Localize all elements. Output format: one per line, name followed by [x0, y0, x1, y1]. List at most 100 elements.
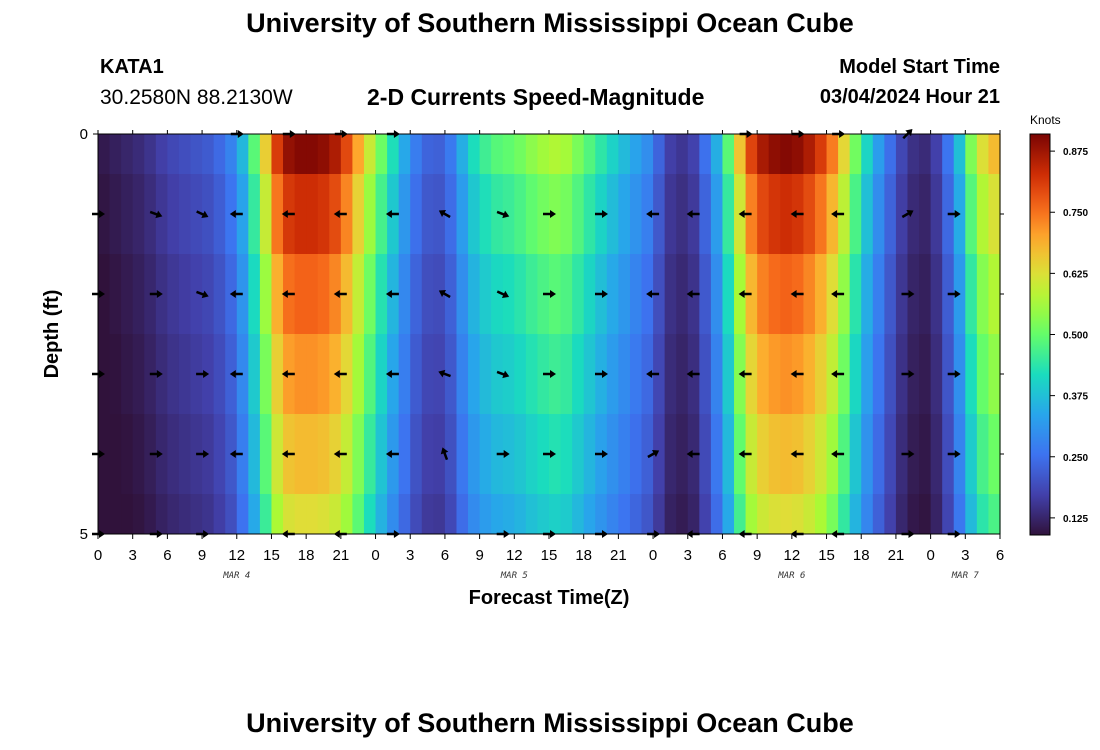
heatmap-cell	[410, 494, 423, 535]
heatmap-cell	[202, 494, 215, 535]
heatmap-cell	[745, 174, 758, 255]
current-arrow	[440, 447, 449, 461]
heatmap-cell	[433, 494, 446, 535]
heatmap-cell	[456, 414, 469, 495]
heatmap-cell	[444, 334, 458, 415]
heatmap-cell	[259, 414, 273, 495]
arrow-head	[156, 450, 163, 458]
heatmap-cell	[872, 414, 885, 495]
heatmap-cell	[248, 134, 261, 175]
arrow-head	[790, 450, 797, 458]
heatmap-cell	[930, 334, 943, 415]
heatmap-cell	[838, 174, 851, 255]
heatmap-cell	[271, 174, 284, 255]
heatmap-cell	[479, 254, 492, 335]
heatmap-cell	[178, 334, 192, 415]
heatmap-cell	[109, 134, 122, 175]
heatmap-cell	[178, 414, 192, 495]
arrow-head	[790, 290, 797, 298]
heatmap-cell	[560, 334, 573, 415]
heatmap-cell	[514, 334, 527, 415]
station-id: KATA1	[100, 56, 164, 78]
x-tick-label: 0	[649, 547, 657, 564]
colorbar-tick-label: 0.375	[1063, 392, 1088, 403]
heatmap-cell	[190, 134, 203, 175]
heatmap-cell	[965, 414, 978, 495]
arrow-head	[550, 210, 556, 218]
heatmap-cell	[306, 174, 319, 255]
arrow-head	[908, 290, 915, 298]
heatmap-cell	[236, 414, 249, 495]
heatmap-cell	[167, 174, 180, 255]
current-arrow	[385, 450, 399, 458]
heatmap-cell	[109, 494, 122, 535]
heatmap-cell	[572, 334, 585, 415]
current-arrow	[333, 210, 347, 218]
heatmap-cell	[606, 174, 619, 255]
heatmap-cell	[479, 334, 492, 415]
x-tick-label: 21	[610, 547, 627, 564]
date-label: MAR 7	[951, 571, 980, 581]
heatmap-cell	[329, 134, 342, 175]
heatmap-cell	[872, 174, 885, 255]
heatmap-cell	[340, 134, 354, 175]
heatmap-cell	[745, 494, 758, 535]
current-arrow	[686, 290, 700, 298]
heatmap-cell	[375, 414, 388, 495]
model-start-time: 03/04/2024 Hour 21	[819, 86, 1000, 108]
arrow-head	[385, 370, 392, 378]
x-tick-label: 21	[333, 547, 350, 564]
heatmap-cell	[768, 254, 781, 335]
heatmap-cell	[132, 174, 145, 255]
heatmap-cell	[514, 174, 527, 255]
current-arrow	[790, 210, 804, 218]
heatmap-cell	[872, 334, 885, 415]
arrow-head	[501, 290, 510, 299]
heatmap-cell	[306, 334, 319, 415]
heatmap-cell	[583, 134, 596, 175]
heatmap-cell	[653, 254, 666, 335]
heatmap-cell	[942, 494, 955, 535]
x-tick-label: 18	[298, 547, 315, 564]
current-arrow	[385, 290, 399, 298]
heatmap-cell	[525, 334, 539, 415]
heatmap-cell	[363, 494, 377, 535]
heatmap-cell	[884, 334, 897, 415]
current-arrow	[646, 290, 660, 298]
current-arrow	[196, 370, 210, 378]
heatmap-cell	[919, 174, 932, 255]
arrow-head	[99, 370, 105, 378]
heatmap-cell	[699, 254, 712, 335]
heatmap-cell	[838, 134, 851, 175]
arrow-head	[281, 290, 288, 298]
heatmap-cell	[502, 334, 515, 415]
heatmap-cell	[722, 134, 735, 175]
current-arrow	[947, 450, 961, 458]
heatmap-cell	[155, 134, 168, 175]
heatmap-cell	[687, 134, 700, 175]
arrow-head	[503, 450, 510, 458]
heatmap-cell	[606, 494, 619, 535]
arrow-head	[686, 290, 693, 298]
current-arrow	[229, 210, 243, 218]
heatmap-cell	[572, 414, 585, 495]
heatmap-cell	[468, 254, 481, 335]
arrow-head	[438, 210, 447, 217]
heatmap-cell	[340, 414, 354, 495]
arrow-head	[203, 450, 210, 458]
heatmap-cell	[976, 174, 990, 255]
arrow-head	[440, 447, 449, 455]
heatmap-cell	[606, 334, 619, 415]
heatmap-cell	[976, 414, 990, 495]
arrow-head	[385, 450, 392, 458]
heatmap-cell	[294, 334, 307, 415]
heatmap-cell	[549, 134, 562, 175]
heatmap-cell	[213, 414, 226, 495]
heatmap-cell	[317, 174, 330, 255]
heatmap-cell	[294, 494, 307, 535]
heatmap-cell	[884, 254, 897, 335]
heatmap-cell	[953, 134, 966, 175]
heatmap-cell	[722, 254, 735, 335]
heatmap-cell	[699, 174, 712, 255]
